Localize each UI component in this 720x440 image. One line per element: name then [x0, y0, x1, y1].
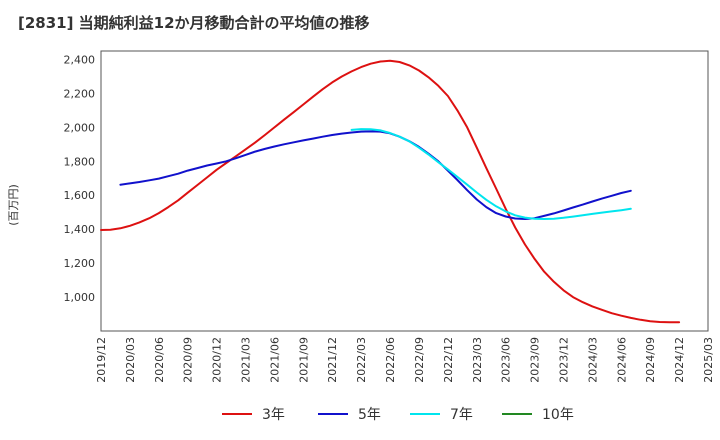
x-tick-label: 2020/09 — [182, 337, 195, 383]
y-tick-label: 2,000 — [64, 121, 96, 134]
x-tick-label: 2022/03 — [355, 337, 368, 383]
x-tick-label: 2023/12 — [557, 337, 570, 383]
y-tick-label: 1,600 — [64, 189, 96, 202]
x-tick-label: 2022/06 — [384, 337, 397, 383]
x-tick-label: 2022/09 — [413, 337, 426, 383]
x-tick-label: 2025/03 — [702, 337, 715, 383]
x-tick-label: 2021/06 — [268, 337, 281, 383]
legend-label: 3年 — [262, 407, 285, 423]
x-tick-label: 2020/12 — [211, 337, 224, 383]
axes: 1,000 1,200 1,400 1,600 1,800 2,000 2,200 2,400… — [7, 50, 715, 383]
chart-title: [2831] 当期純利益12か月移動合計の平均値の推移 — [18, 14, 370, 32]
y-tick-label: 1,400 — [64, 223, 96, 236]
x-tick-label: 2024/03 — [586, 337, 599, 383]
y-axis-label: (百万円) — [7, 184, 20, 226]
legend-label: 7年 — [450, 407, 473, 423]
y-tick-label: 2,200 — [64, 87, 96, 100]
y-tick-label: 1,800 — [64, 155, 96, 168]
series-line-5年 — [119, 130, 632, 220]
series-line-7年 — [350, 128, 632, 220]
legend: 3年 5年 7年 10年 — [222, 407, 574, 423]
y-tick-label: 2,400 — [64, 53, 96, 66]
x-tick-label: 2024/12 — [673, 337, 686, 383]
series-line-3年 — [100, 59, 681, 324]
legend-label: 5年 — [358, 407, 381, 423]
x-tick-label: 2021/09 — [297, 337, 310, 383]
plot-frame — [100, 50, 709, 332]
x-tick-label: 2021/12 — [326, 337, 339, 383]
x-tick-label: 2024/09 — [644, 337, 657, 383]
x-tick-label: 2024/06 — [615, 337, 628, 383]
x-tick-label: 2023/09 — [529, 337, 542, 383]
x-tick-label: 2021/03 — [240, 337, 253, 383]
y-tick-label: 1,200 — [64, 257, 96, 270]
series-lines — [100, 59, 681, 324]
x-tick-label: 2022/12 — [442, 337, 455, 383]
y-tick-label: 1,000 — [64, 291, 96, 304]
x-tick-label: 2023/06 — [500, 337, 513, 383]
x-tick-label: 2023/03 — [471, 337, 484, 383]
legend-label: 10年 — [542, 407, 574, 423]
x-tick-label: 2019/12 — [95, 337, 108, 383]
x-tick-label: 2020/03 — [124, 337, 137, 383]
x-tick-label: 2020/06 — [153, 337, 166, 383]
